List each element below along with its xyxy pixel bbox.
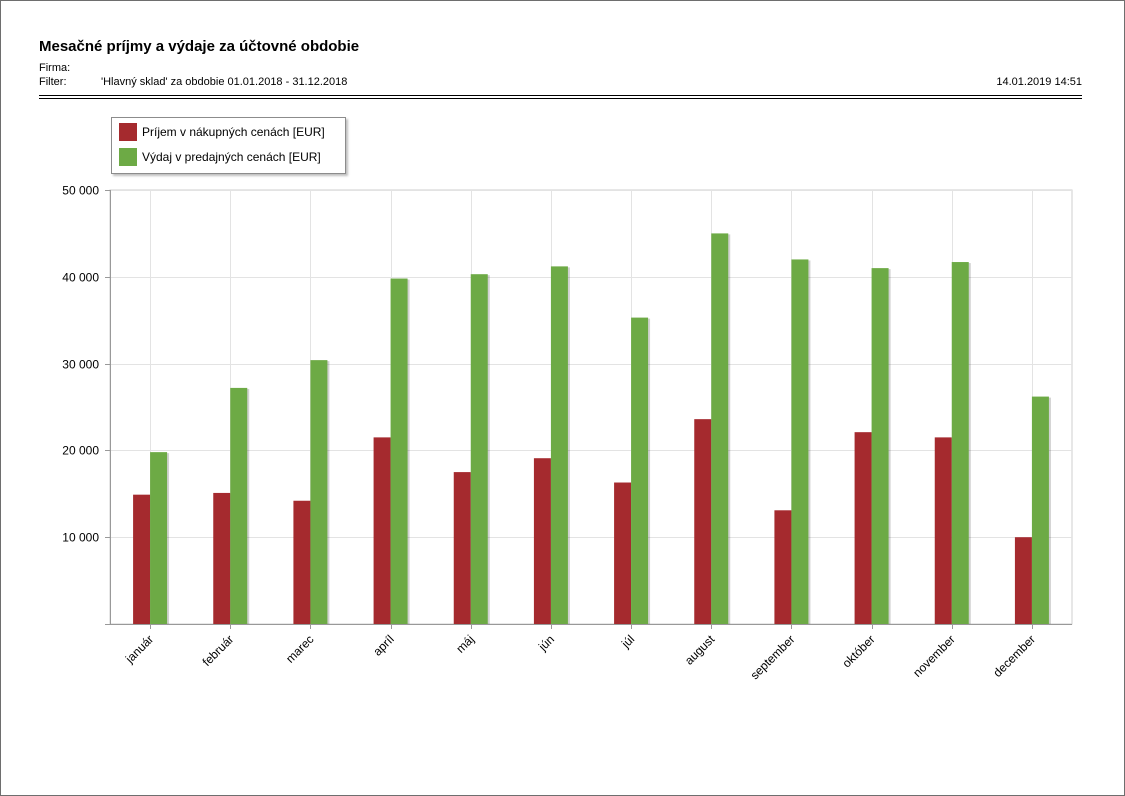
bar-vydaj	[230, 387, 248, 624]
x-tick-label: január	[122, 632, 156, 666]
header-divider-top	[39, 95, 1082, 96]
bar-vydaj	[711, 233, 729, 624]
bar-vydaj	[470, 274, 488, 624]
bar-prijem	[854, 432, 872, 624]
plot-area	[109, 189, 1073, 625]
x-tick-label: november	[910, 632, 958, 680]
filter-row: Filter: 'Hlavný sklad' za obdobie 01.01.…	[39, 76, 347, 88]
y-tick-label: 20 000	[62, 444, 99, 458]
legend-swatch-prijem	[119, 123, 137, 141]
bar-vydaj	[310, 360, 328, 624]
x-tick-label: máj	[453, 632, 477, 656]
x-tick-label: február	[200, 632, 237, 669]
bar-prijem	[373, 437, 391, 624]
bar-prijem	[614, 482, 632, 624]
x-tick-label: október	[839, 632, 877, 670]
bar-vydaj	[631, 317, 649, 624]
bar-vydaj	[550, 266, 568, 624]
y-tick-label: 10 000	[62, 531, 99, 545]
bar-prijem	[774, 510, 792, 624]
report-timestamp: 14.01.2019 14:51	[996, 76, 1082, 88]
header-divider-bottom	[39, 98, 1082, 99]
firma-row: Firma:	[39, 62, 70, 74]
x-tick-label: júl	[618, 632, 637, 651]
x-tick-label: apríl	[370, 632, 396, 658]
bar-vydaj	[1031, 396, 1049, 624]
chart-legend: Príjem v nákupných cenách [EUR] Výdaj v …	[111, 117, 346, 174]
bar-prijem	[213, 492, 231, 624]
filter-value: 'Hlavný sklad' za obdobie 01.01.2018 - 3…	[101, 76, 348, 88]
y-tick-label: 30 000	[62, 358, 99, 372]
bar-prijem	[1014, 537, 1032, 624]
legend-item-vydaj: Výdaj v predajných cenách [EUR]	[119, 148, 321, 166]
y-tick-label: 50 000	[62, 184, 99, 198]
report-title: Mesačné príjmy a výdaje za účtovné obdob…	[39, 38, 360, 55]
bar-prijem	[453, 472, 471, 624]
bar-prijem	[934, 437, 952, 624]
bar-prijem	[293, 500, 311, 624]
bar-vydaj	[150, 452, 168, 624]
legend-swatch-vydaj	[119, 148, 137, 166]
x-tick-label: august	[682, 632, 718, 668]
x-tick-label: jún	[535, 632, 557, 654]
x-tick-label: december	[990, 632, 1038, 680]
legend-label-vydaj: Výdaj v predajných cenách [EUR]	[142, 150, 321, 164]
legend-label-prijem: Príjem v nákupných cenách [EUR]	[142, 125, 325, 139]
bar-prijem	[694, 419, 712, 624]
y-tick-label: 40 000	[62, 271, 99, 285]
bar-vydaj	[871, 268, 889, 624]
bar-vydaj	[791, 259, 809, 624]
bar-prijem	[533, 458, 551, 624]
filter-label: Filter:	[39, 76, 67, 88]
bar-vydaj	[951, 262, 969, 624]
firma-label: Firma:	[39, 62, 71, 74]
x-tick-label: september	[748, 632, 798, 682]
bar-prijem	[133, 494, 151, 624]
x-tick-label: marec	[283, 632, 316, 665]
legend-item-prijem: Príjem v nákupných cenách [EUR]	[119, 123, 325, 141]
bar-vydaj	[390, 278, 408, 624]
